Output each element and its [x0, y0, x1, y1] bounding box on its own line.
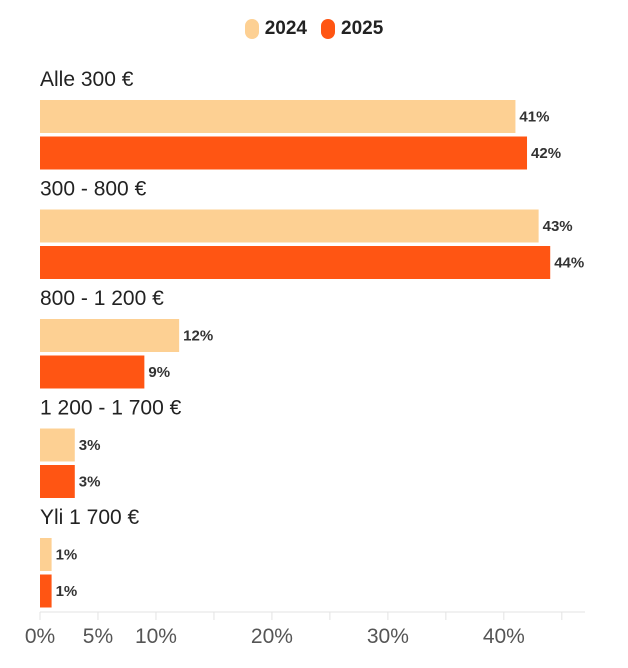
- bar-2024[interactable]: [40, 538, 52, 571]
- data-label-2025: 1%: [56, 583, 78, 600]
- category-label: 800 - 1 200 €: [40, 287, 164, 310]
- x-tick-label: 0%: [25, 625, 55, 648]
- legend-swatch-2025: [321, 19, 335, 39]
- bar-2025[interactable]: [40, 465, 75, 498]
- data-label-2024: 1%: [56, 547, 78, 564]
- legend-swatch-2024: [244, 19, 259, 39]
- data-label-2024: 41%: [519, 109, 549, 126]
- x-tick-label: 30%: [367, 625, 409, 648]
- x-tick-label: 40%: [483, 625, 525, 648]
- data-label-2024: 3%: [79, 437, 101, 454]
- legend-item-2025[interactable]: 2025: [321, 18, 383, 40]
- bar-2025[interactable]: [40, 246, 551, 279]
- data-label-2025: 9%: [148, 364, 170, 381]
- data-label-2025: 42%: [531, 145, 561, 162]
- bar-2025[interactable]: [40, 574, 52, 608]
- category-label: Alle 300 €: [40, 68, 134, 91]
- legend-item-2024[interactable]: 2024: [244, 18, 307, 40]
- x-tick-label: 10%: [135, 625, 177, 648]
- legend-label-2024: 2024: [264, 18, 307, 39]
- legend: 2024 2025: [0, 18, 628, 40]
- x-tick-label: 20%: [251, 625, 293, 648]
- bar-2025[interactable]: [40, 355, 145, 389]
- legend-label-2025: 2025: [341, 18, 384, 39]
- bar-2024[interactable]: [40, 428, 75, 462]
- category-label: 300 - 800 €: [40, 178, 147, 201]
- bar-2024[interactable]: [40, 100, 516, 133]
- bar-2024[interactable]: [40, 319, 180, 352]
- bar-2024[interactable]: [40, 209, 539, 243]
- x-tick-label: 5%: [83, 625, 113, 648]
- category-label: Yli 1 700 €: [40, 506, 140, 529]
- data-label-2024: 43%: [543, 218, 573, 235]
- category-label: 1 200 - 1 700 €: [40, 397, 182, 420]
- data-label-2025: 44%: [554, 255, 584, 272]
- data-label-2024: 12%: [183, 328, 213, 345]
- data-label-2025: 3%: [79, 474, 101, 491]
- bar-2025[interactable]: [40, 136, 528, 170]
